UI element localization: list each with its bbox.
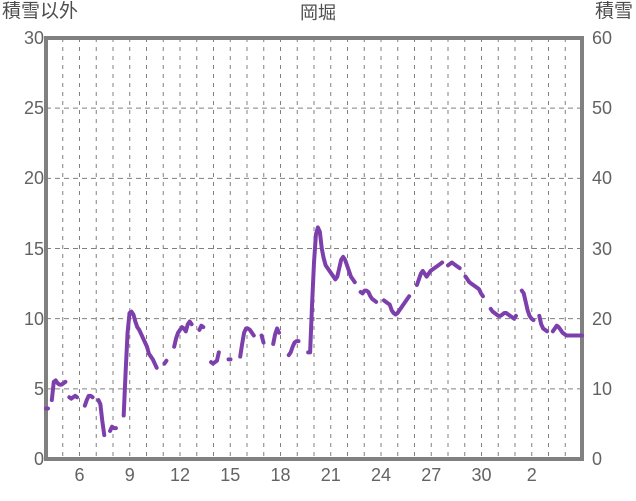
x-axis-tick: 24 xyxy=(370,465,392,485)
x-axis-tick: 15 xyxy=(220,465,241,485)
right-axis-title: 積雪 xyxy=(594,1,633,22)
left-axis-title: 積雪以外 xyxy=(2,1,79,22)
y-axis-left-tick: 20 xyxy=(23,168,44,189)
y-axis-right-tick: 40 xyxy=(592,168,613,189)
chart-title: 岡堀 xyxy=(300,3,336,23)
y-axis-left-tick: 15 xyxy=(23,238,44,259)
x-axis-tick: 18 xyxy=(270,465,291,485)
y-axis-right-tick: 10 xyxy=(592,378,613,399)
x-axis-tick: 9 xyxy=(124,465,135,485)
y-axis-left-tick: 10 xyxy=(23,308,44,329)
y-axis-left-tick: 25 xyxy=(23,98,44,119)
data-series-line xyxy=(44,225,584,438)
y-axis-left-tick: 30 xyxy=(23,28,44,48)
x-axis-tick: 2 xyxy=(526,465,537,485)
x-axis-tick: 12 xyxy=(169,465,191,485)
x-axis-tick: 27 xyxy=(421,465,442,485)
y-axis-right-tick: 60 xyxy=(592,28,613,48)
plot-frame xyxy=(44,36,584,461)
y-axis-left-tick: 0 xyxy=(33,449,44,469)
y-axis-right-tick: 0 xyxy=(592,449,603,469)
x-axis-tick: 21 xyxy=(320,465,341,485)
x-axis-tick: 30 xyxy=(471,465,492,485)
y-axis-left-tick: 5 xyxy=(33,378,44,399)
x-axis-tick: 6 xyxy=(74,465,85,485)
y-axis-right-tick: 20 xyxy=(592,308,613,329)
y-axis-right-tick: 50 xyxy=(592,98,613,119)
y-axis-right-tick: 30 xyxy=(592,238,613,259)
